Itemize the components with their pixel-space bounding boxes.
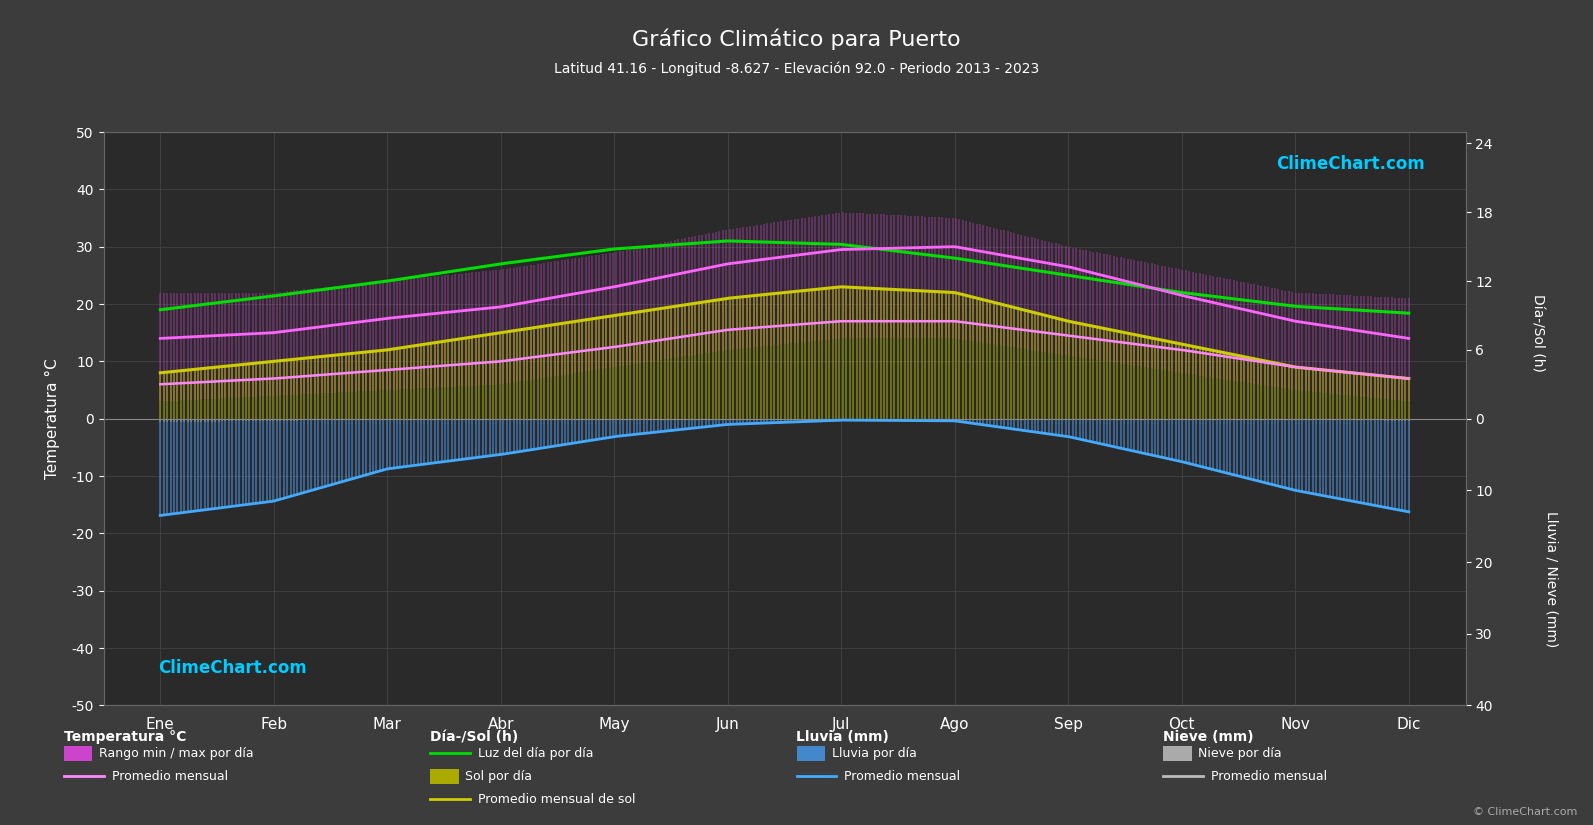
Text: ClimeChart.com: ClimeChart.com	[158, 658, 307, 676]
Text: Sol por día: Sol por día	[465, 770, 532, 783]
Text: Nieve por día: Nieve por día	[1198, 747, 1281, 760]
Text: Lluvia por día: Lluvia por día	[832, 747, 916, 760]
Text: Promedio mensual: Promedio mensual	[844, 770, 961, 783]
Text: Día-/Sol (h): Día-/Sol (h)	[1531, 294, 1545, 371]
Text: Temperatura °C: Temperatura °C	[64, 730, 186, 744]
Text: Nieve (mm): Nieve (mm)	[1163, 730, 1254, 744]
Text: Gráfico Climático para Puerto: Gráfico Climático para Puerto	[632, 29, 961, 50]
Text: Lluvia (mm): Lluvia (mm)	[796, 730, 889, 744]
Text: Promedio mensual de sol: Promedio mensual de sol	[478, 793, 636, 806]
Text: Día-/Sol (h): Día-/Sol (h)	[430, 730, 518, 744]
Text: Rango min / max por día: Rango min / max por día	[99, 747, 253, 760]
Text: Promedio mensual: Promedio mensual	[112, 770, 228, 783]
Text: Promedio mensual: Promedio mensual	[1211, 770, 1327, 783]
Text: Lluvia / Nieve (mm): Lluvia / Nieve (mm)	[1545, 512, 1558, 648]
Text: © ClimeChart.com: © ClimeChart.com	[1472, 807, 1577, 817]
Text: Luz del día por día: Luz del día por día	[478, 747, 594, 760]
Y-axis label: Temperatura °C: Temperatura °C	[45, 358, 61, 479]
Text: ClimeChart.com: ClimeChart.com	[1276, 155, 1424, 173]
Text: Latitud 41.16 - Longitud -8.627 - Elevación 92.0 - Periodo 2013 - 2023: Latitud 41.16 - Longitud -8.627 - Elevac…	[554, 62, 1039, 77]
